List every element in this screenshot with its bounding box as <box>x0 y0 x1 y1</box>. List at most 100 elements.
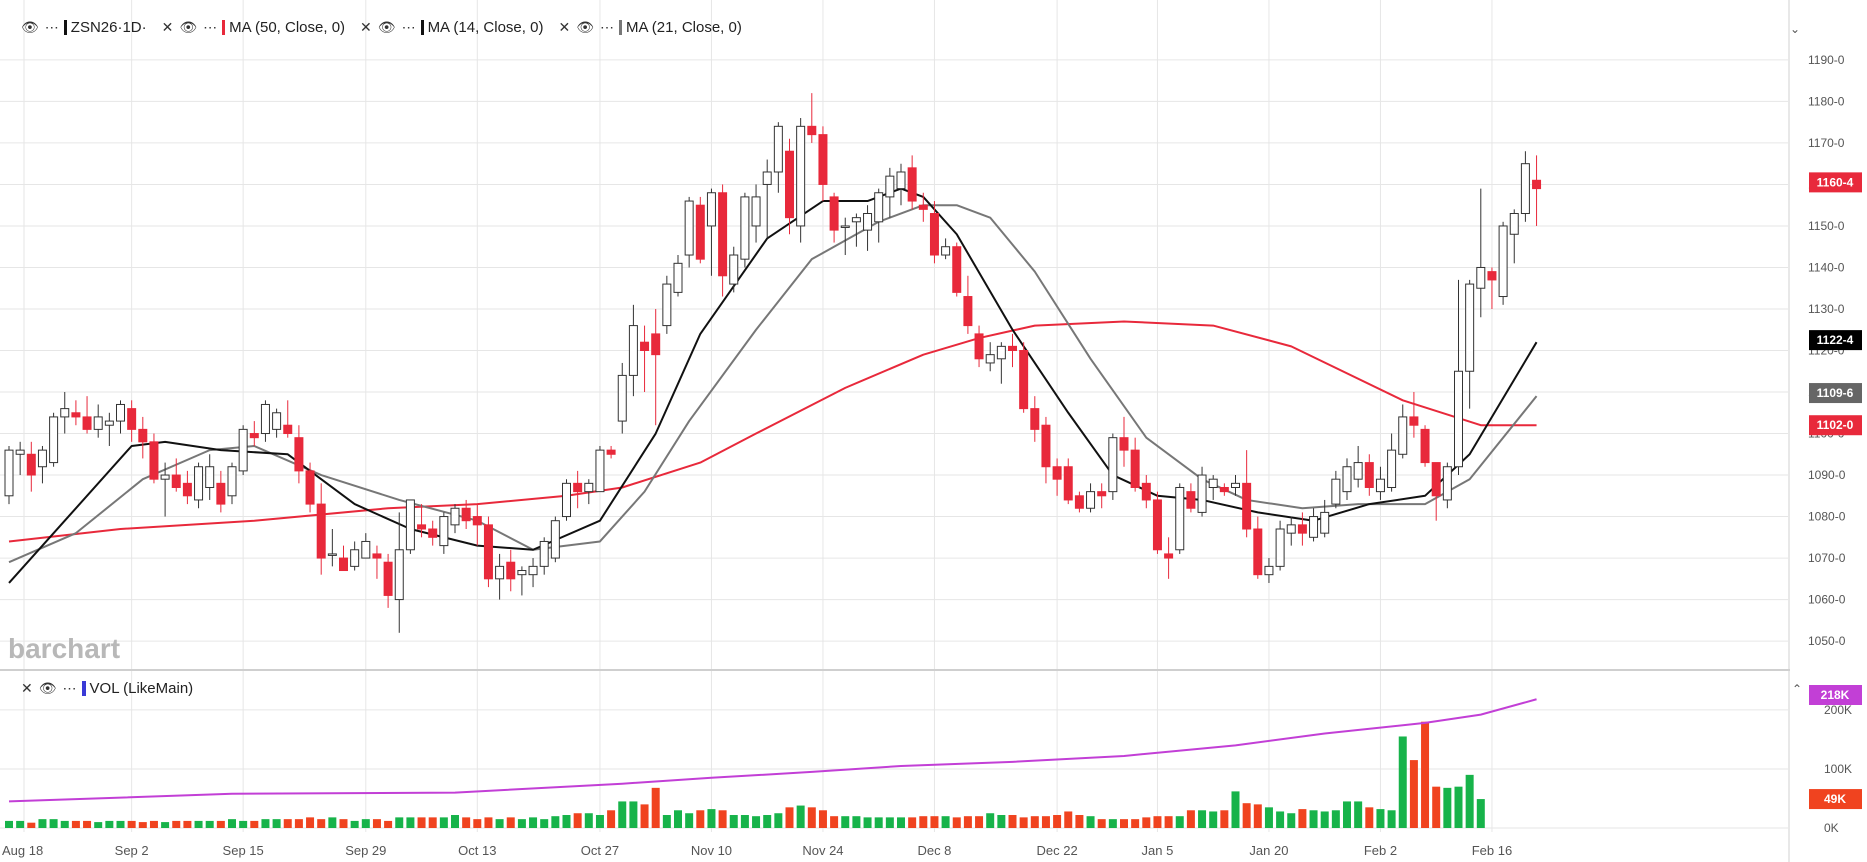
price-tick-label: 1150-0 <box>1808 219 1845 233</box>
candle-up <box>405 499 415 551</box>
volume-bar <box>919 816 928 828</box>
volume-bar <box>172 820 181 828</box>
candle-down <box>1242 482 1252 530</box>
candle-down <box>974 333 984 360</box>
more-icon[interactable]: ⋯ <box>599 19 614 35</box>
candle-up <box>116 403 125 422</box>
close-icon[interactable]: ✕ <box>360 19 372 35</box>
volume-bar <box>1008 815 1017 828</box>
candle-up <box>851 217 861 223</box>
candle-up <box>1398 416 1408 455</box>
candle-down <box>785 150 794 219</box>
volume-bar <box>1198 810 1207 828</box>
volume-bar <box>997 815 1006 828</box>
more-icon[interactable]: ⋯ <box>62 680 77 696</box>
volume-bar <box>752 816 761 828</box>
candle-up <box>327 553 337 556</box>
candle-up <box>1320 511 1330 534</box>
price-tick-label: 1050-0 <box>1808 634 1846 648</box>
eye-icon[interactable]: 👁 <box>21 19 39 35</box>
candle-up <box>550 520 560 559</box>
chevron-up-icon[interactable]: ⌃ <box>1792 682 1803 696</box>
candle-down <box>651 333 661 356</box>
volume-bar <box>294 819 303 828</box>
volume-bar <box>651 787 660 828</box>
ma14-label[interactable]: MA (14, Close, 0) <box>427 19 544 36</box>
candle-down <box>829 196 839 231</box>
volume-ma-line <box>8 698 1537 803</box>
volume-tag: 49K <box>1824 792 1846 806</box>
chevron-down-icon[interactable]: ⌄ <box>1790 22 1801 36</box>
price-tick-label: 1130-0 <box>1808 302 1845 316</box>
ma21-label[interactable]: MA (21, Close, 0) <box>625 19 742 36</box>
candle-up <box>1442 466 1452 501</box>
watermark: barchart <box>8 633 120 664</box>
price-tag: 1109-6 <box>1817 386 1854 400</box>
candle-down <box>428 528 438 538</box>
last-value-tags: 1160-4 1122-4 1109-6 1102-0 218K 49K <box>1809 172 1862 810</box>
volume-bar <box>796 805 805 828</box>
eye-icon[interactable]: 👁 <box>38 680 57 696</box>
price-tick-label: 1190-0 <box>1808 53 1845 67</box>
eye-icon[interactable]: 👁 <box>377 19 396 35</box>
time-axis[interactable]: Aug 18 Sep 2 Sep 15 Sep 29 Oct 13 Oct 27 Nov 1… <box>2 843 1512 858</box>
volume-bar <box>1354 801 1363 828</box>
close-icon[interactable]: ✕ <box>21 680 33 696</box>
volume-bar <box>1242 803 1251 828</box>
more-icon[interactable]: ⋯ <box>44 19 59 35</box>
candle-down <box>483 524 493 580</box>
volume-bar <box>1331 810 1340 828</box>
more-icon[interactable]: ⋯ <box>401 19 416 35</box>
time-tick-label: Oct 27 <box>581 843 619 858</box>
volume-bar <box>1276 811 1285 828</box>
volume-ma-tag: 218K <box>1821 688 1850 702</box>
candle-down <box>1364 462 1374 488</box>
candle-down <box>1487 271 1497 281</box>
candle-down <box>472 516 482 526</box>
candle-up <box>160 474 170 480</box>
volume-bar <box>1465 774 1474 828</box>
candle-down <box>383 561 393 596</box>
eye-icon[interactable]: 👁 <box>576 19 594 35</box>
interval-label[interactable]: ·1D· <box>117 19 147 36</box>
price-toolbar: 👁 ⋯ ZSN26 ·1D· ✕ 👁 ⋯ MA (50, Close, 0) ✕… <box>18 19 754 36</box>
volume-bar <box>94 822 103 828</box>
candle-up <box>350 549 360 567</box>
volume-bar <box>261 819 270 828</box>
volume-bar <box>1175 816 1184 828</box>
eye-icon[interactable]: 👁 <box>179 19 198 35</box>
candle-down <box>918 204 928 210</box>
price-tick-label: 1180-0 <box>1808 94 1845 108</box>
candle-up <box>863 213 873 231</box>
volume-bar <box>852 816 861 828</box>
price-tick-label: 1090-0 <box>1808 468 1846 482</box>
candle-up <box>4 449 14 497</box>
volume-bar <box>1108 819 1117 828</box>
candle-up <box>1509 213 1519 235</box>
close-icon[interactable]: ✕ <box>161 19 174 35</box>
candle-up <box>796 125 806 227</box>
candle-up <box>60 408 70 418</box>
ma50-label[interactable]: MA (50, Close, 0) <box>229 19 346 36</box>
volume-bar <box>662 815 671 828</box>
time-tick-label: Sep 2 <box>115 843 149 858</box>
price-axis[interactable]: 1050-01060-01070-01080-01090-01100-01110… <box>1808 53 1846 648</box>
candle-down <box>1119 437 1129 451</box>
volume-bar <box>885 817 894 828</box>
time-tick-label: Dec 8 <box>917 843 951 858</box>
price-tag-bg <box>1809 415 1862 436</box>
candle-down <box>1253 528 1263 576</box>
price-tick-label: 1070-0 <box>1808 551 1846 565</box>
volume-label[interactable]: VOL (LikeMain) <box>89 680 194 697</box>
volume-bar <box>116 820 125 828</box>
close-icon[interactable]: ✕ <box>558 19 571 35</box>
more-icon[interactable]: ⋯ <box>203 19 218 35</box>
volume-axis[interactable]: 0K 100K 200K <box>1824 703 1852 835</box>
volume-bar <box>1053 815 1062 828</box>
volume-bar <box>841 816 850 828</box>
ma50-path <box>8 320 1537 543</box>
candle-down <box>182 482 192 497</box>
time-tick-label: Oct 13 <box>458 843 496 858</box>
candle-down <box>283 424 293 435</box>
